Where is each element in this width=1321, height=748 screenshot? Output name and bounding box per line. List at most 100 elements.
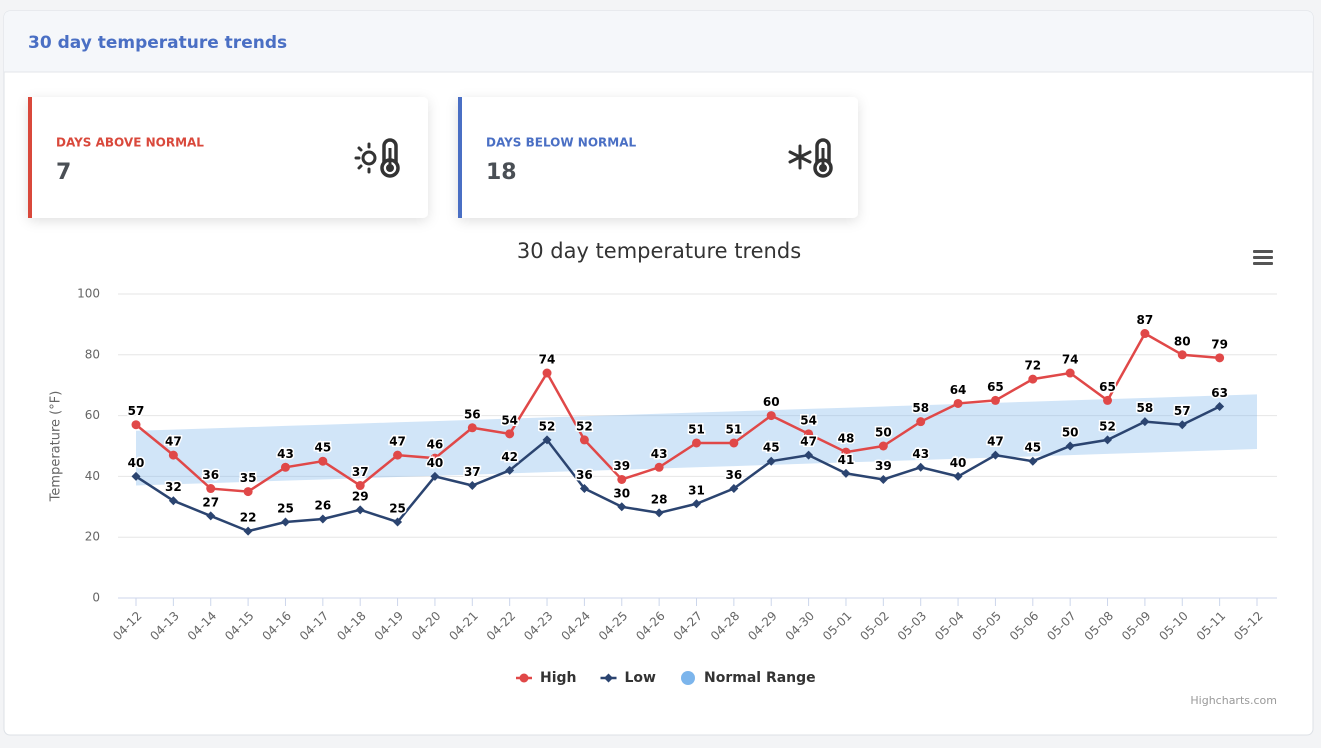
point-marker xyxy=(990,450,1000,460)
data-label: 37 xyxy=(352,465,369,479)
data-label: 40 xyxy=(128,456,145,470)
card-value: 7 xyxy=(56,160,71,185)
data-label: 47 xyxy=(987,435,1004,449)
y-tick-label: 20 xyxy=(85,530,100,544)
point-marker xyxy=(766,456,776,466)
data-label: 29 xyxy=(352,489,369,503)
data-label: 54 xyxy=(800,413,817,427)
point-marker xyxy=(1140,329,1150,339)
point-marker xyxy=(1177,420,1187,430)
data-label: 43 xyxy=(277,447,294,461)
data-label: 54 xyxy=(501,413,518,427)
data-label: 63 xyxy=(1211,386,1228,400)
point-marker xyxy=(804,429,814,439)
data-label: 45 xyxy=(314,441,331,455)
point-marker xyxy=(878,474,888,484)
point-marker xyxy=(1215,353,1225,363)
data-label: 50 xyxy=(1062,426,1079,440)
point-marker xyxy=(654,508,664,518)
data-label: 22 xyxy=(240,511,257,525)
panel-header xyxy=(4,11,1313,72)
legend-marker xyxy=(604,673,614,683)
point-marker xyxy=(1103,435,1113,445)
data-label: 37 xyxy=(464,465,481,479)
data-label: 60 xyxy=(763,395,780,409)
data-label: 80 xyxy=(1174,334,1191,348)
legend-marker xyxy=(519,673,529,683)
data-label: 65 xyxy=(1099,380,1116,394)
y-tick-label: 60 xyxy=(85,408,100,422)
series-line xyxy=(135,331,1220,493)
data-label: 39 xyxy=(875,459,892,473)
point-marker xyxy=(243,526,253,536)
data-label: 32 xyxy=(165,480,182,494)
point-marker xyxy=(729,438,739,448)
data-label: 36 xyxy=(726,468,743,482)
data-label: 30 xyxy=(613,486,630,500)
data-label: 40 xyxy=(950,456,967,470)
data-label: 57 xyxy=(128,404,145,418)
data-label: 56 xyxy=(464,407,481,421)
data-label: 52 xyxy=(576,419,593,433)
data-label: 58 xyxy=(1137,401,1154,415)
point-marker xyxy=(168,450,178,460)
card-value: 18 xyxy=(486,160,517,185)
point-marker xyxy=(654,462,664,472)
point-marker xyxy=(131,420,141,430)
data-label: 52 xyxy=(539,419,556,433)
point-marker xyxy=(355,481,365,491)
data-label: 28 xyxy=(651,492,668,506)
point-marker xyxy=(542,435,552,445)
point-marker xyxy=(692,438,701,448)
credits: Highcharts.com xyxy=(1190,694,1277,707)
point-marker xyxy=(953,471,963,481)
point-marker xyxy=(804,450,814,460)
y-tick-label: 40 xyxy=(85,469,100,483)
data-label: 43 xyxy=(651,447,668,461)
y-axis-title: Temperature (°F) xyxy=(49,391,64,503)
point-marker xyxy=(617,474,627,484)
header-title: 30 day temperature trends xyxy=(28,33,287,53)
point-marker xyxy=(206,511,216,521)
data-label: 74 xyxy=(1062,353,1079,367)
menu-button[interactable] xyxy=(1253,250,1273,265)
card-label: DAYS BELOW NORMAL xyxy=(486,136,637,150)
y-tick-label: 100 xyxy=(77,287,100,301)
chart-title: 30 day temperature trends xyxy=(517,239,801,263)
point-marker xyxy=(878,441,888,451)
point-marker xyxy=(280,462,290,472)
data-label: 26 xyxy=(314,498,331,512)
data-label: 39 xyxy=(613,459,630,473)
series-line xyxy=(135,405,1221,533)
data-label: 74 xyxy=(539,353,556,367)
point-marker xyxy=(916,462,926,472)
point-marker xyxy=(1028,456,1038,466)
data-label: 87 xyxy=(1137,313,1154,327)
data-label: 43 xyxy=(912,447,929,461)
data-label: 36 xyxy=(202,468,219,482)
card-label: DAYS ABOVE NORMAL xyxy=(56,136,204,150)
point-marker xyxy=(990,395,1000,405)
point-marker xyxy=(916,417,926,427)
point-marker xyxy=(280,517,290,527)
point-marker xyxy=(841,447,851,457)
point-marker xyxy=(1103,395,1113,405)
point-marker xyxy=(1215,401,1225,411)
point-marker xyxy=(579,435,589,445)
data-label: 57 xyxy=(1174,404,1191,418)
data-label: 51 xyxy=(688,422,705,436)
legend-marker xyxy=(681,671,695,685)
data-label: 72 xyxy=(1024,359,1041,373)
y-tick-label: 0 xyxy=(92,591,100,605)
point-marker xyxy=(1177,350,1187,360)
data-label: 47 xyxy=(165,435,182,449)
data-label: 42 xyxy=(501,450,518,464)
stat-card xyxy=(28,97,428,218)
point-marker xyxy=(1065,368,1075,378)
legend-label: High xyxy=(540,670,577,686)
data-label: 58 xyxy=(912,401,929,415)
data-label: 48 xyxy=(838,432,855,446)
cold-icon xyxy=(788,138,833,178)
point-marker xyxy=(692,499,701,509)
